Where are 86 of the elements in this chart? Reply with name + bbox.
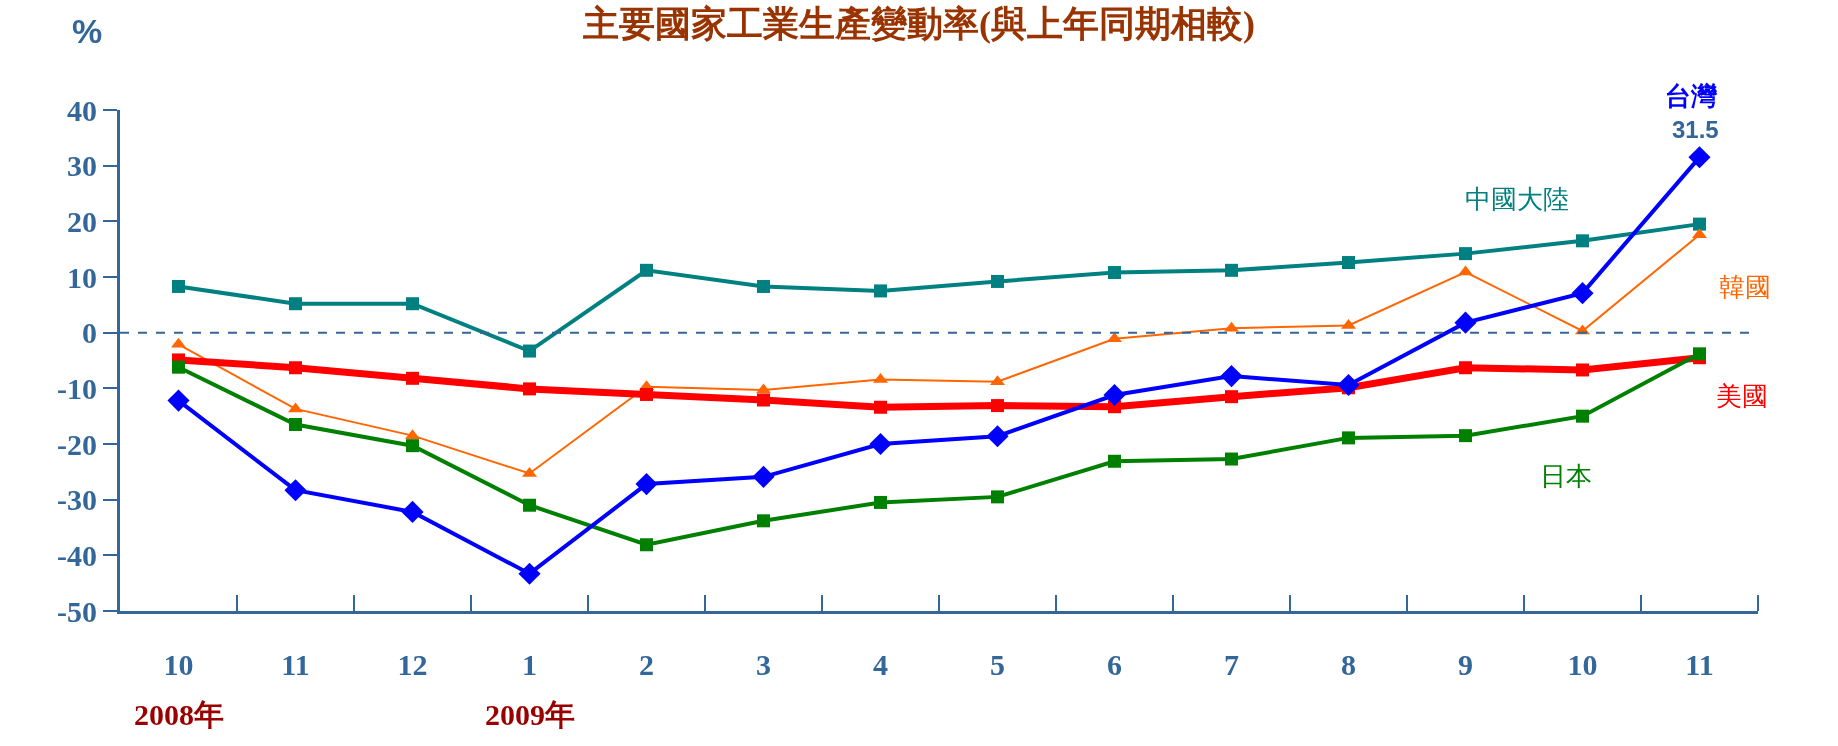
x-tick-label: 7 (1224, 648, 1239, 681)
x-tick-label: 5 (990, 648, 1005, 681)
text: 2009年 (485, 698, 575, 731)
y-tick-label: -40 (57, 538, 97, 572)
point (406, 371, 419, 385)
point (1576, 363, 1589, 377)
point (284, 479, 307, 502)
point (1576, 409, 1589, 423)
y-tick-label: 40 (67, 93, 97, 127)
y-tick-label: 10 (67, 260, 97, 294)
data-label: 31.5 (1672, 116, 1719, 143)
point (1576, 234, 1589, 248)
point (1459, 247, 1472, 261)
series-label: 日本 (1540, 462, 1592, 491)
point (874, 400, 887, 414)
point (874, 495, 887, 509)
point (640, 538, 653, 552)
x-tick-label: 12 (397, 648, 428, 681)
point (640, 263, 653, 277)
point (289, 418, 302, 432)
y-axis-title: % (72, 12, 103, 50)
point (1693, 347, 1706, 361)
x-tick-label: 11 (1685, 648, 1714, 681)
point (1108, 454, 1121, 468)
y-tick-label: -50 (57, 594, 97, 628)
point (1342, 431, 1355, 445)
point (1220, 365, 1243, 388)
y-tick-label: 30 (67, 149, 97, 183)
y-tick-label: -10 (57, 371, 97, 405)
x-tick-label: 9 (1458, 648, 1473, 681)
point (289, 361, 302, 375)
y-tick-label: 20 (67, 204, 97, 238)
y-tick-label: 0 (82, 316, 97, 350)
point (1459, 361, 1472, 375)
point (1688, 146, 1711, 169)
point (874, 284, 887, 298)
x-tick-label: 1 (522, 648, 537, 681)
point (986, 425, 1009, 448)
x-tick-label: 8 (1341, 648, 1356, 681)
point (1225, 452, 1238, 466)
x-tick-label: 3 (756, 648, 771, 681)
point (757, 514, 770, 528)
point (1693, 217, 1706, 231)
x-tick-label: 2 (639, 648, 654, 681)
point (406, 439, 419, 453)
point (523, 344, 536, 358)
x-tick-label: 4 (873, 648, 888, 681)
point (172, 279, 185, 293)
x-tick-label: 11 (281, 648, 310, 681)
x-tick-label: 10 (163, 648, 194, 681)
point (406, 297, 419, 311)
series-label: 韓國 (1719, 273, 1771, 302)
point (1337, 373, 1360, 397)
series-label: 美國 (1716, 382, 1768, 411)
point (991, 399, 1004, 413)
x-tick-label: 10 (1567, 648, 1598, 681)
point (635, 473, 658, 496)
series-label: 中國大陸 (1465, 185, 1569, 214)
point (1342, 256, 1355, 270)
y-tick-label: -20 (57, 427, 97, 461)
point (752, 465, 775, 488)
point (401, 500, 424, 523)
point (1103, 383, 1126, 407)
point (518, 562, 541, 585)
point (172, 360, 185, 374)
text: 2008年 (134, 698, 224, 731)
point (1225, 263, 1238, 277)
point (167, 389, 190, 412)
point (757, 393, 770, 407)
point (757, 279, 770, 293)
point (991, 490, 1004, 504)
point (640, 387, 653, 401)
series-label: 台灣 (1665, 82, 1718, 111)
point (289, 297, 302, 311)
point (1454, 311, 1477, 334)
point (1225, 390, 1238, 404)
x-tick-label: 6 (1107, 648, 1122, 681)
y-tick-label: -30 (57, 483, 97, 517)
chart-title: 主要國家工業生產變動率(與上年同期相較) (583, 4, 1255, 45)
point (869, 432, 892, 456)
point (1459, 429, 1472, 443)
point (523, 382, 536, 396)
point (523, 498, 536, 512)
point (1108, 266, 1121, 280)
point (991, 274, 1004, 288)
point (1571, 282, 1594, 305)
